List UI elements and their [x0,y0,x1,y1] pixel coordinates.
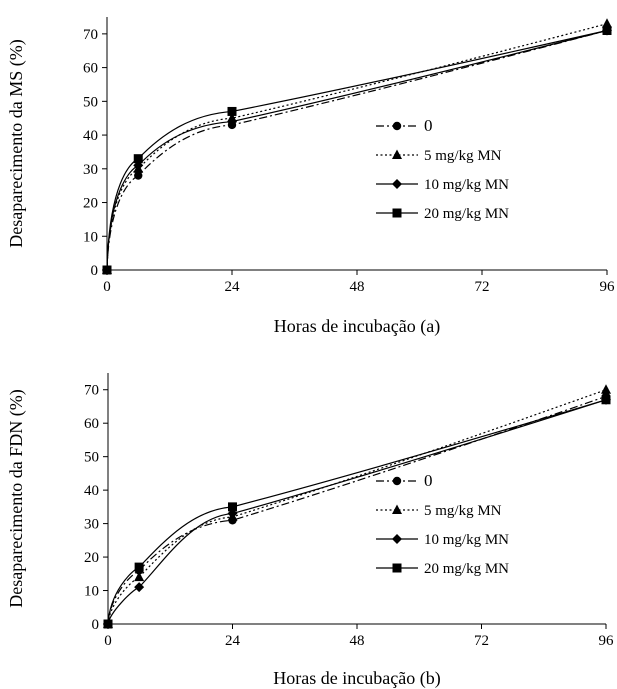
data-point-series-3 [134,562,144,572]
y-tick-label: 40 [83,128,98,144]
legend-label-2: 10 mg/kg MN [424,177,509,193]
y-tick-label: 70 [83,27,98,43]
data-point-series-3 [103,619,113,629]
data-point-series-3 [133,154,143,164]
data-point-series-3 [228,502,237,512]
data-point-series-2 [227,116,237,127]
legend-label-3: 20 mg/kg MN [424,561,509,577]
legend-label-1: 5 mg/kg MN [424,503,502,519]
legend: 0 5 mg/kg MN 10 mg/kg MN 20 mg/kg MN [376,116,509,222]
y-axis-title: Desaparecimento da MS (%) [6,39,27,247]
series-line-1 [107,389,607,625]
chart-panel-b: 0 10 20 30 40 50 60 70 0 24 48 72 96 Horas de incubaç… [6,373,614,689]
legend-marker-3 [392,208,402,218]
x-tick-label: 72 [474,633,489,649]
x-axis-title: Horas de incubação (a) [274,316,440,337]
series-line-0 [107,395,607,625]
legend-marker-1 [392,149,402,159]
x-tick-label: 48 [350,633,365,649]
series-line-3 [106,29,608,271]
series-line-3 [107,399,607,625]
legend-marker-2 [392,179,402,189]
data-point-series-0 [134,171,143,180]
y-tick-label: 20 [83,196,98,212]
y-tick-label: 40 [84,483,99,499]
legend-marker-2 [392,534,402,544]
legend-label-3: 20 mg/kg MN [424,206,509,222]
legend: 0 5 mg/kg MN 10 mg/kg MN 20 mg/kg MN [376,471,509,577]
legend-marker-1 [392,504,402,514]
data-point-series-3 [102,265,112,275]
y-tick-label: 0 [91,263,99,279]
x-tick-label: 24 [225,279,241,295]
y-tick-label: 50 [83,94,98,110]
x-tick-label: 48 [350,279,365,295]
y-tick-label: 60 [83,61,98,77]
series-line-0 [106,29,608,271]
legend-marker-0 [392,476,402,486]
legend-marker-0 [392,121,402,131]
series-line-2 [106,29,608,271]
x-tick-label: 0 [103,279,111,295]
chart-panel-a: 0 10 20 30 40 50 60 70 0 24 48 72 96 Horas de incubaç… [6,17,615,337]
y-tick-label: 30 [84,517,99,533]
y-tick-label: 60 [84,416,99,432]
x-tick-label: 96 [599,633,615,649]
y-tick-label: 50 [84,450,99,466]
y-tick-label: 70 [84,383,99,399]
series-line-1 [106,23,608,271]
x-tick-label: 0 [104,633,112,649]
legend-label-0: 0 [424,116,433,135]
series-line-2 [107,399,607,625]
data-point-series-1 [134,571,145,582]
data-point-series-3 [601,395,611,405]
y-tick-label: 20 [84,550,99,566]
x-axis-title: Horas de incubação (b) [273,668,440,689]
legend-label-0: 0 [424,471,433,490]
x-tick-label: 96 [600,279,616,295]
x-tick-label: 72 [475,279,490,295]
y-tick-label: 30 [83,162,98,178]
y-axis-title: Desaparecimento da FDN (%) [6,389,27,607]
legend-label-1: 5 mg/kg MN [424,148,502,164]
data-point-series-3 [602,25,612,35]
data-point-series-3 [227,106,237,116]
legend-label-2: 10 mg/kg MN [424,532,509,548]
x-tick-label: 24 [225,633,241,649]
y-tick-label: 10 [84,584,99,600]
y-tick-label: 0 [92,617,100,633]
data-point-series-1 [602,18,612,28]
y-tick-label: 10 [83,229,98,245]
legend-marker-3 [392,563,402,573]
data-point-series-1 [601,384,611,394]
data-point-series-2 [134,582,145,593]
